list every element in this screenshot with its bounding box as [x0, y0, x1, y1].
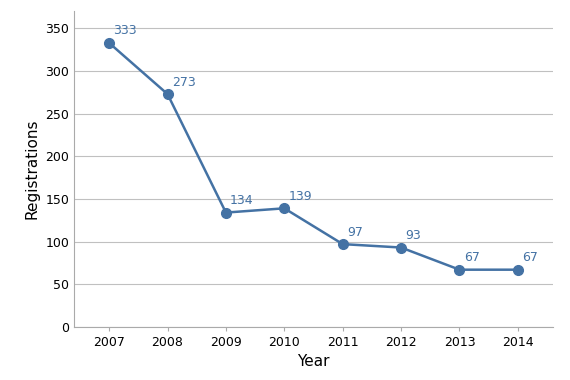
Text: 67: 67 — [463, 251, 479, 264]
Text: 93: 93 — [405, 229, 421, 242]
Text: 134: 134 — [230, 194, 254, 207]
Y-axis label: Registrations: Registrations — [25, 119, 40, 219]
Text: 333: 333 — [113, 24, 137, 37]
Text: 97: 97 — [347, 226, 363, 239]
Text: 139: 139 — [288, 190, 312, 203]
Text: 67: 67 — [522, 251, 538, 264]
Text: 273: 273 — [172, 76, 196, 89]
X-axis label: Year: Year — [297, 355, 330, 369]
